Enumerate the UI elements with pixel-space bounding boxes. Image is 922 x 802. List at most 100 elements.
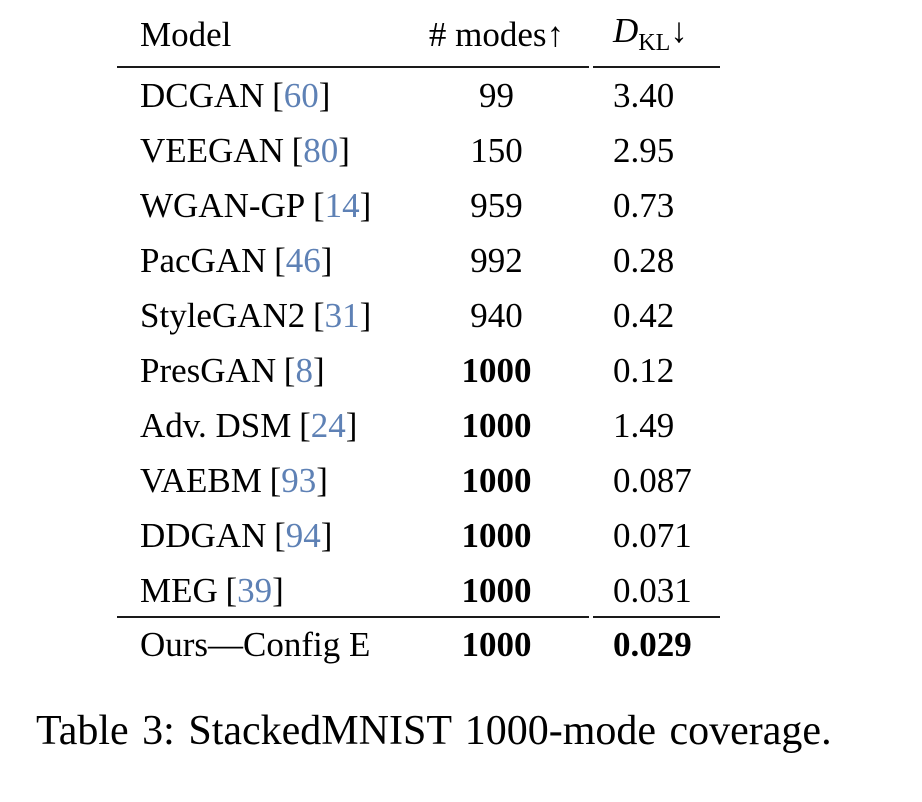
citation-bracket-open: [ [272, 76, 284, 115]
citation-link[interactable]: 31 [324, 296, 360, 335]
column-header-model: Model [117, 0, 404, 68]
citation-bracket-open: [ [225, 571, 238, 610]
model-name: PacGAN [140, 241, 267, 280]
table-row: StyleGAN2 [31] 940 0.42 [117, 288, 720, 343]
model-name: VEEGAN [140, 131, 284, 170]
table-row: VEEGAN [80] 150 2.95 [117, 123, 720, 178]
citation-bracket-open: [ [274, 516, 286, 555]
results-table: Model # modes↑ DKL↓ DCGAN [60] 99 3.40 VE… [117, 0, 720, 672]
table-row: VAEBM [93] 1000 0.087 [117, 453, 720, 508]
dkl-header-subscript: KL [638, 30, 671, 56]
model-cell: StyleGAN2 [31] [117, 288, 404, 343]
header-rule-left-segment [117, 66, 589, 68]
model-cell: PresGAN [8] [117, 343, 404, 398]
results-table-grid: Model # modes↑ DKL↓ DCGAN [60] 99 3.40 VE… [117, 0, 720, 670]
citation-bracket-close: ] [272, 571, 284, 610]
table-caption: Table 3: StackedMNIST 1000-mode coverage… [36, 708, 832, 754]
modes-header-label: # modes [428, 14, 547, 54]
citation-bracket-open: [ [283, 351, 296, 390]
model-name: Ours—Config E [140, 624, 371, 664]
model-cell: Adv. DSM [24] [117, 398, 404, 453]
modes-cell: 1000 [461, 571, 532, 610]
model-cell: VAEBM [93] [117, 453, 404, 508]
citation-link[interactable]: 24 [310, 406, 346, 445]
citation-link[interactable]: 93 [281, 461, 317, 500]
table-row: PresGAN [8] 1000 0.12 [117, 343, 720, 398]
citation-link[interactable]: 60 [283, 76, 319, 115]
model-cell: DCGAN [60] [117, 68, 404, 123]
dkl-cell: 1.49 [613, 406, 675, 445]
citation-bracket-close: ] [316, 461, 328, 500]
table-row: WGAN-GP [14] 959 0.73 [117, 178, 720, 233]
dkl-cell: 0.071 [613, 516, 692, 555]
dkl-cell: 0.029 [613, 624, 692, 664]
table-row: Adv. DSM [24] 1000 1.49 [117, 398, 720, 453]
modes-cell: 1000 [461, 624, 532, 664]
ours-rule-right-segment [593, 616, 720, 618]
model-name: WGAN-GP [140, 186, 306, 225]
citation-link[interactable]: 80 [303, 131, 339, 170]
citation-bracket-close: ] [318, 76, 331, 115]
dkl-header-symbol: D [613, 11, 639, 50]
citation-bracket-open: [ [312, 186, 325, 225]
citation-bracket-open: [ [299, 406, 311, 445]
modes-cell: 959 [470, 186, 523, 225]
dkl-cell: 0.73 [613, 186, 675, 225]
column-header-modes: # modes↑ [404, 0, 589, 68]
modes-cell: 992 [470, 241, 523, 280]
model-name: DCGAN [140, 76, 265, 115]
model-cell: Ours—Config E [117, 618, 404, 670]
table-row: PacGAN [46] 992 0.28 [117, 233, 720, 288]
modes-cell: 940 [470, 296, 523, 335]
column-header-dkl: DKL↓ [589, 0, 720, 68]
citation-link[interactable]: 39 [237, 571, 273, 610]
table-row: DDGAN [94] 1000 0.071 [117, 508, 720, 563]
citation-bracket-open: [ [312, 296, 325, 335]
dkl-cell: 0.031 [613, 571, 692, 610]
citation-link[interactable]: 8 [295, 351, 313, 390]
citation-bracket-close: ] [312, 351, 325, 390]
modes-cell: 1000 [461, 461, 532, 500]
citation-bracket-close: ] [320, 241, 333, 280]
citation-link[interactable]: 94 [285, 516, 321, 555]
model-name: VAEBM [140, 461, 262, 500]
modes-cell: 1000 [461, 406, 532, 445]
citation-bracket-close: ] [338, 131, 350, 170]
table-row: DCGAN [60] 99 3.40 [117, 68, 720, 123]
modes-cell: 1000 [461, 351, 532, 390]
dkl-cell: 3.40 [613, 76, 675, 115]
dkl-cell: 0.28 [613, 241, 675, 280]
model-name: StyleGAN2 [140, 296, 306, 335]
citation-bracket-open: [ [269, 461, 282, 500]
down-arrow-icon: ↓ [670, 11, 688, 50]
model-cell: PacGAN [46] [117, 233, 404, 288]
citation-link[interactable]: 14 [324, 186, 360, 225]
model-header-label: Model [140, 14, 232, 54]
dkl-cell: 0.087 [613, 461, 692, 500]
dkl-cell: 2.95 [613, 131, 675, 170]
ours-rule-left-segment [117, 616, 589, 618]
model-name: PresGAN [140, 351, 277, 390]
header-rule-right-segment [593, 66, 720, 68]
citation-link[interactable]: 46 [285, 241, 321, 280]
citation-bracket-open: [ [274, 241, 286, 280]
citation-bracket-close: ] [320, 516, 333, 555]
citation-bracket-close: ] [359, 296, 372, 335]
model-cell: MEG [39] [117, 563, 404, 618]
header-row: Model # modes↑ DKL↓ [117, 0, 720, 68]
model-name: MEG [140, 571, 218, 610]
citation-bracket-open: [ [291, 131, 304, 170]
citation-bracket-close: ] [359, 186, 372, 225]
up-arrow-icon: ↑ [546, 14, 565, 54]
modes-cell: 1000 [461, 516, 532, 555]
model-cell: DDGAN [94] [117, 508, 404, 563]
citation-bracket-close: ] [345, 406, 358, 445]
modes-cell: 99 [479, 76, 514, 115]
table-row: MEG [39] 1000 0.031 [117, 563, 720, 618]
ours-row: Ours—Config E 1000 0.029 [117, 618, 720, 670]
modes-cell: 150 [470, 131, 523, 170]
model-cell: VEEGAN [80] [117, 123, 404, 178]
model-name: Adv. DSM [140, 406, 292, 445]
model-name: DDGAN [140, 516, 267, 555]
dkl-cell: 0.12 [613, 351, 675, 390]
